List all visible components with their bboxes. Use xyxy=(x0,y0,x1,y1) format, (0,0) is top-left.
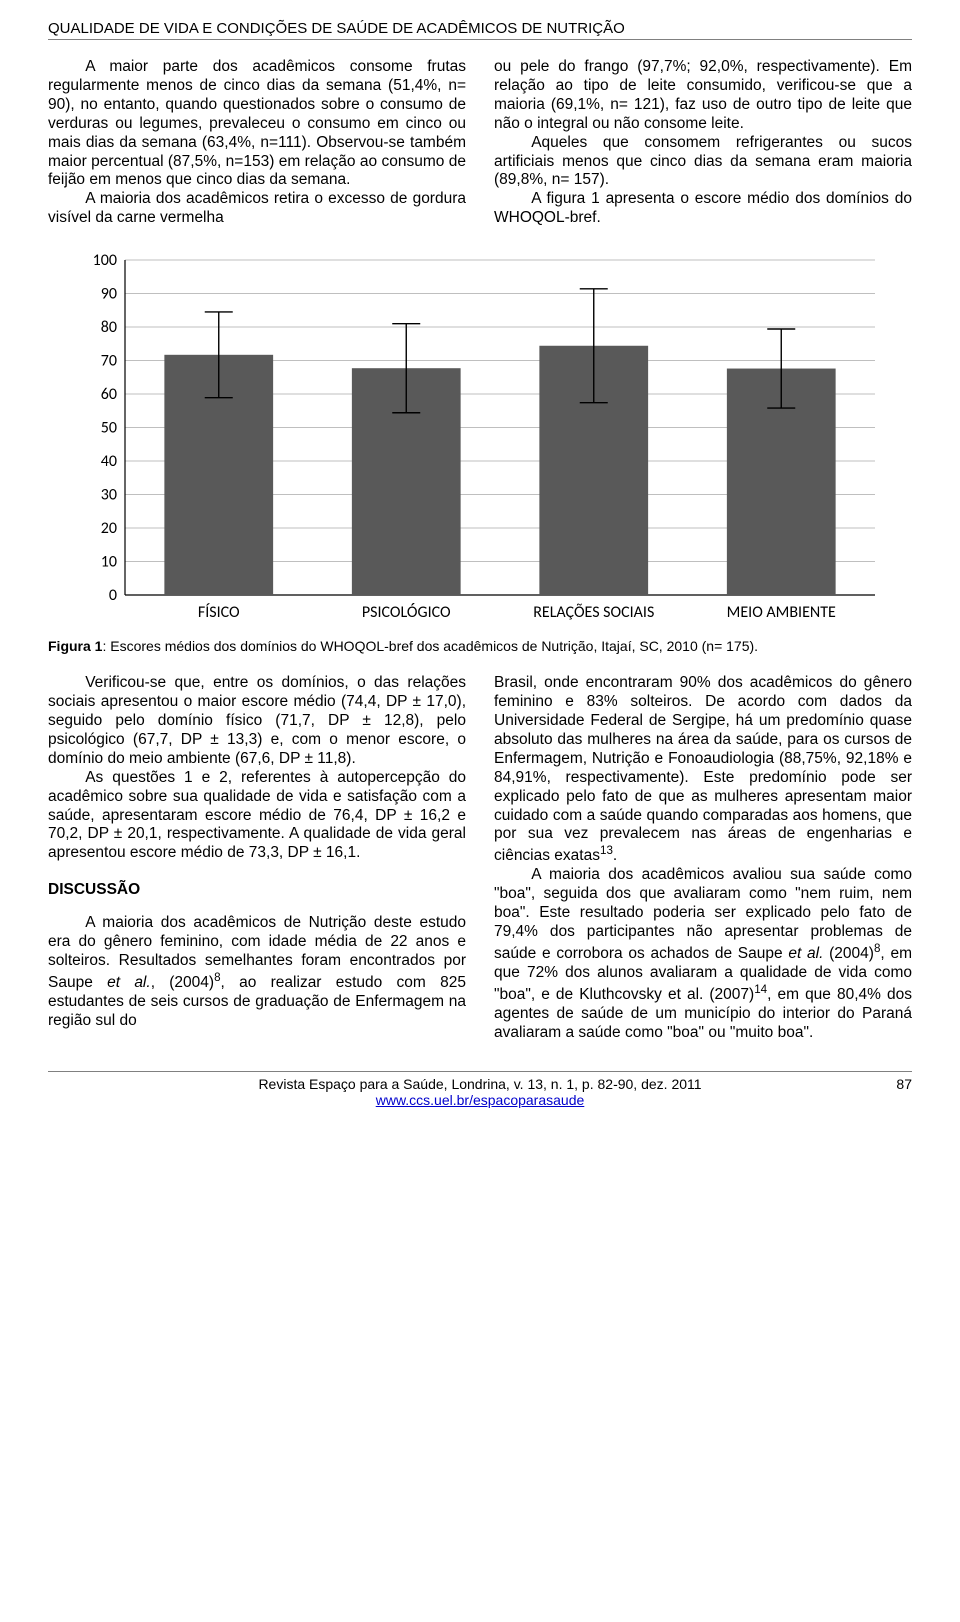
running-head: QUALIDADE DE VIDA E CONDIÇÕES DE SAÚDE D… xyxy=(48,20,912,40)
text-run: (2004) xyxy=(823,945,874,962)
bottom-columns: Verificou-se que, entre os domínios, o d… xyxy=(48,674,912,1043)
svg-text:90: 90 xyxy=(101,285,117,304)
discussion-heading: DISCUSSÃO xyxy=(48,881,466,900)
figure-1-caption: Figura 1: Escores médios dos domínios do… xyxy=(48,638,912,654)
top-col-right: ou pele do frango (97,7%; 92,0%, respect… xyxy=(494,58,912,228)
para: A maioria dos acadêmicos de Nutrição des… xyxy=(48,914,466,1031)
para: Verificou-se que, entre os domínios, o d… xyxy=(48,674,466,769)
para: ou pele do frango (97,7%; 92,0%, respect… xyxy=(494,58,912,134)
page-footer: Revista Espaço para a Saúde, Londrina, v… xyxy=(48,1071,912,1108)
text-run: . xyxy=(613,847,617,864)
text-run: , (2004) xyxy=(151,974,214,991)
svg-text:40: 40 xyxy=(101,452,117,471)
svg-text:FÍSICO: FÍSICO xyxy=(198,603,240,622)
top-columns: A maior parte dos acadêmicos consome fru… xyxy=(48,58,912,228)
citation-sup: 14 xyxy=(754,983,767,996)
bar-chart: 0 10 20 30 40 50 60 70 80 90 100 FÍSICO PSICOLÓGICO R… xyxy=(70,250,890,630)
text-italic: et al. xyxy=(107,974,151,991)
footer-center: Revista Espaço para a Saúde, Londrina, v… xyxy=(88,1076,872,1108)
bottom-col-right: Brasil, onde encontraram 90% dos acadêmi… xyxy=(494,674,912,1043)
para: As questões 1 e 2, referentes à autoperc… xyxy=(48,769,466,864)
svg-text:50: 50 xyxy=(101,419,117,438)
para: A figura 1 apresenta o escore médio dos … xyxy=(494,190,912,228)
para: Aqueles que consomem refrigerantes ou su… xyxy=(494,134,912,191)
svg-text:10: 10 xyxy=(101,553,117,572)
para: A maioria dos acadêmicos avaliou sua saú… xyxy=(494,866,912,1042)
para: A maioria dos acadêmicos retira o excess… xyxy=(48,190,466,228)
bottom-col-left: Verificou-se que, entre os domínios, o d… xyxy=(48,674,466,1043)
svg-text:PSICOLÓGICO: PSICOLÓGICO xyxy=(362,603,451,622)
svg-text:80: 80 xyxy=(101,318,117,337)
para: A maior parte dos acadêmicos consome fru… xyxy=(48,58,466,190)
text-run: Brasil, onde encontraram 90% dos acadêmi… xyxy=(494,674,912,864)
footer-journal-line: Revista Espaço para a Saúde, Londrina, v… xyxy=(88,1076,872,1092)
footer-url: www.ccs.uel.br/espacoparasaude xyxy=(376,1092,585,1108)
svg-text:20: 20 xyxy=(101,519,117,538)
svg-text:60: 60 xyxy=(101,385,117,404)
svg-text:0: 0 xyxy=(109,586,117,605)
text-italic: et al. xyxy=(788,945,823,962)
svg-text:100: 100 xyxy=(93,251,117,270)
top-col-left: A maior parte dos acadêmicos consome fru… xyxy=(48,58,466,228)
svg-text:RELAÇÕES SOCIAIS: RELAÇÕES SOCIAIS xyxy=(533,603,654,622)
figure-caption-label: Figura 1 xyxy=(48,638,102,654)
para: Brasil, onde encontraram 90% dos acadêmi… xyxy=(494,674,912,866)
svg-text:30: 30 xyxy=(101,486,117,505)
figure-1: 0 10 20 30 40 50 60 70 80 90 100 FÍSICO PSICOLÓGICO R… xyxy=(48,250,912,630)
svg-text:70: 70 xyxy=(101,352,117,371)
figure-caption-text: : Escores médios dos domínios do WHOQOL-… xyxy=(102,638,758,654)
page-number: 87 xyxy=(872,1076,912,1092)
svg-text:MEIO AMBIENTE: MEIO AMBIENTE xyxy=(727,603,836,622)
citation-sup: 13 xyxy=(600,844,613,857)
